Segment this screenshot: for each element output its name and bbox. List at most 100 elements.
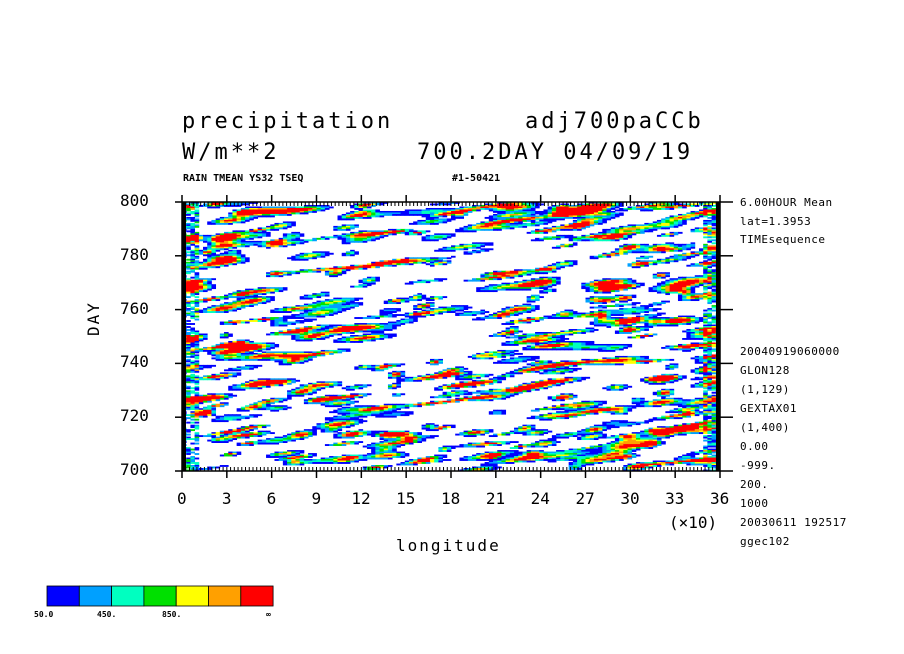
- heatmap-cell: [627, 303, 633, 306]
- heatmap-cell: [400, 299, 406, 302]
- heatmap-cell: [295, 320, 301, 322]
- heatmap-cell: [472, 230, 477, 233]
- heatmap-cell: [211, 202, 217, 204]
- heatmap-cell: [556, 227, 561, 230]
- heatmap-cell: [224, 333, 229, 336]
- heatmap-cell: [682, 219, 687, 222]
- heatmap-cell: [530, 308, 536, 310]
- heatmap-cell: [249, 228, 254, 231]
- heatmap-cell: [686, 203, 691, 206]
- heatmap-cell: [530, 339, 536, 342]
- heatmap-cell: [665, 257, 670, 260]
- heatmap-cell: [303, 212, 309, 215]
- heatmap-cell: [350, 206, 355, 209]
- heatmap-cell: [291, 330, 296, 333]
- heatmap-cell: [278, 311, 284, 313]
- heatmap-cell: [656, 282, 662, 285]
- heatmap-cell: [593, 323, 599, 325]
- heatmap-cell: [392, 210, 397, 213]
- heatmap-cell: [698, 249, 704, 252]
- heatmap-cell: [585, 222, 591, 225]
- heatmap-cell: [207, 278, 212, 281]
- heatmap-cell: [560, 264, 565, 267]
- heatmap-cell: [421, 219, 427, 222]
- heatmap-cell: [686, 297, 691, 300]
- heatmap-cell: [682, 297, 687, 300]
- heatmap-cell: [417, 233, 422, 236]
- heatmap-cell: [446, 210, 452, 213]
- heatmap-cell: [287, 207, 292, 210]
- heatmap-cell: [408, 320, 414, 322]
- heatmap-cell: [551, 213, 557, 216]
- heatmap-cell: [232, 245, 238, 248]
- heatmap-cell: [501, 282, 507, 285]
- heatmap-cell: [467, 227, 473, 230]
- heatmap-cell: [602, 278, 607, 281]
- heatmap-cell: [610, 237, 616, 240]
- heatmap-cell: [535, 318, 540, 321]
- heatmap-cell: [686, 294, 691, 297]
- heatmap-cell: [413, 312, 418, 315]
- heatmap-cell: [358, 239, 364, 242]
- heatmap-cell: [690, 263, 696, 266]
- heatmap-cell: [354, 204, 359, 207]
- heatmap-cell: [228, 222, 233, 225]
- heatmap-cell: [694, 337, 700, 340]
- heatmap-cell: [345, 237, 351, 240]
- heatmap-cell: [610, 278, 616, 281]
- heatmap-cell: [429, 234, 435, 237]
- heatmap-cell: [417, 299, 422, 302]
- heatmap-cell: [287, 234, 292, 237]
- heatmap-cell: [598, 309, 603, 312]
- heatmap-cell: [560, 234, 565, 237]
- heatmap-cell: [572, 219, 578, 222]
- heatmap-cell: [362, 323, 368, 325]
- heatmap-cell: [186, 300, 191, 303]
- heatmap-cell: [438, 261, 443, 264]
- heatmap-cell: [408, 299, 414, 302]
- heatmap-cell: [295, 209, 301, 212]
- heatmap-cell: [665, 287, 670, 290]
- heatmap-cell: [543, 212, 549, 215]
- heatmap-cell: [278, 330, 284, 333]
- heatmap-cell: [253, 296, 259, 299]
- heatmap-cell: [661, 243, 666, 246]
- heatmap-cell: [711, 315, 717, 318]
- heatmap-cell: [640, 284, 645, 287]
- heatmap-cell: [703, 249, 708, 252]
- heatmap-cell: [547, 228, 553, 231]
- heatmap-cell: [442, 212, 448, 215]
- heatmap-cell: [640, 227, 645, 230]
- heatmap-cell: [266, 273, 271, 276]
- heatmap-cell: [459, 246, 465, 249]
- heatmap-cell: [501, 314, 507, 316]
- heatmap-cell: [669, 317, 675, 319]
- heatmap-cell: [434, 239, 439, 242]
- heatmap-cell: [526, 300, 532, 303]
- heatmap-cell: [408, 213, 414, 216]
- heatmap-cell: [287, 315, 292, 318]
- heatmap-cell: [194, 218, 200, 221]
- heatmap-cell: [282, 221, 288, 224]
- heatmap-cell: [556, 264, 561, 267]
- heatmap-cell: [623, 312, 628, 315]
- heatmap-cell: [186, 267, 191, 270]
- heatmap-cell: [186, 279, 191, 282]
- heatmap-cell: [476, 224, 481, 227]
- heatmap-cell: [665, 291, 670, 294]
- heatmap-cell: [514, 336, 519, 339]
- heatmap-cell: [661, 320, 666, 322]
- heatmap-cell: [207, 297, 212, 300]
- heatmap-cell: [505, 206, 511, 209]
- heatmap-cell: [551, 317, 557, 319]
- heatmap-cell: [644, 249, 649, 252]
- heatmap-cell: [354, 236, 359, 239]
- heatmap-cell: [337, 269, 343, 272]
- heatmap-cell: [539, 210, 544, 213]
- heatmap-cell: [446, 202, 452, 204]
- heatmap-cell: [253, 212, 259, 215]
- heatmap-cell: [287, 308, 292, 310]
- heatmap-cell: [686, 318, 691, 321]
- heatmap-cell: [648, 321, 654, 324]
- heatmap-cell: [417, 311, 422, 313]
